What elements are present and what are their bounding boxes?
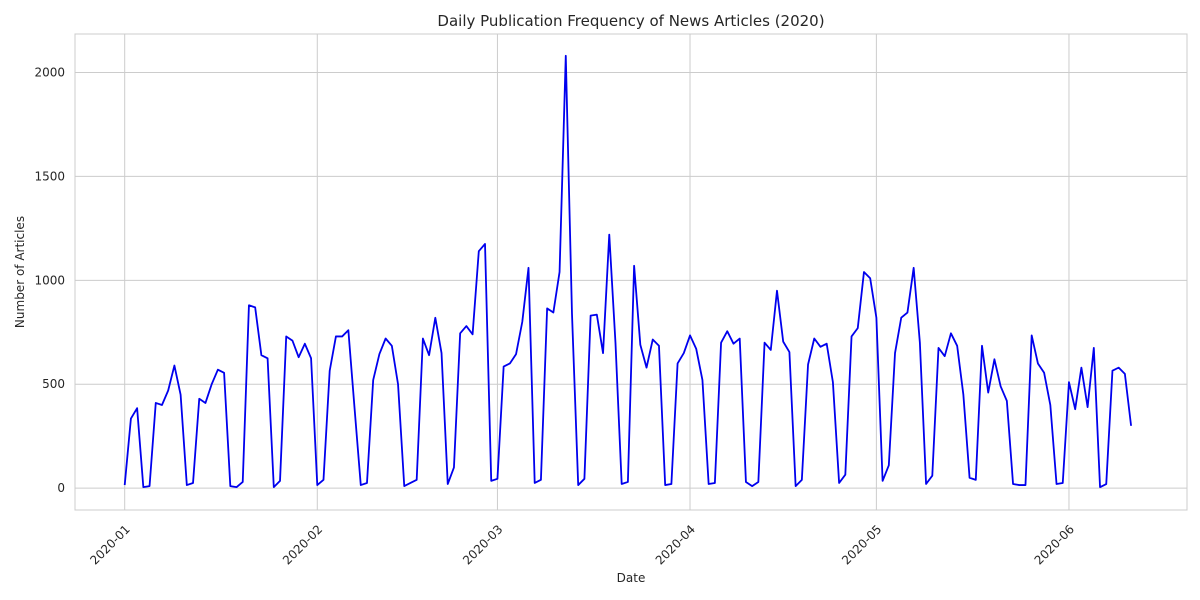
y-tick-label: 2000: [34, 65, 65, 79]
y-tick-label: 1000: [34, 273, 65, 287]
y-axis-label: Number of Articles: [13, 216, 27, 328]
y-axis-ticks: 0 500 1000 1500 2000: [34, 65, 65, 495]
grid: [75, 34, 1187, 510]
plot-frame: [74, 33, 1188, 511]
plot-area: [75, 34, 1187, 510]
series-layer: [123, 54, 1132, 489]
chart-title: Daily Publication Frequency of News Arti…: [437, 12, 824, 30]
y-tick-label: 500: [42, 377, 65, 391]
y-tick-label: 1500: [34, 169, 65, 183]
series-line-0: [123, 54, 1132, 489]
x-axis-label: Date: [617, 571, 646, 585]
y-tick-label: 0: [57, 481, 65, 495]
